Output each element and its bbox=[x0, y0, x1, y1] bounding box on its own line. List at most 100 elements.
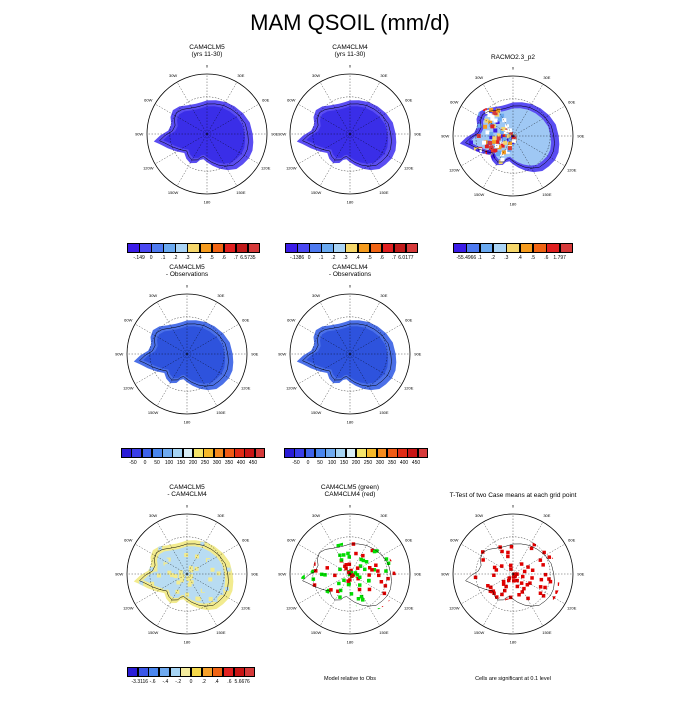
grid-cell bbox=[495, 120, 500, 124]
colorbar-swatch bbox=[366, 448, 378, 458]
grid-cell bbox=[347, 555, 351, 559]
grid-cell bbox=[326, 521, 330, 525]
grid-cell bbox=[501, 127, 506, 131]
colorbar-swatch bbox=[453, 243, 467, 253]
grid-cell bbox=[483, 600, 487, 604]
colorbar-swatch bbox=[233, 667, 245, 677]
colorbar-swatch bbox=[244, 448, 256, 458]
longitude-label: 180 bbox=[204, 199, 211, 204]
coastline bbox=[159, 103, 249, 167]
colorbar-label: 0 bbox=[149, 255, 153, 261]
grid-cell bbox=[149, 567, 154, 572]
meridian-line bbox=[186, 353, 240, 385]
grid-cell bbox=[180, 578, 184, 583]
colorbar: -3.3116 -.6 -.4 -.2 0 .2 .4 .6 5.6676 bbox=[127, 667, 256, 685]
grid-cell bbox=[492, 573, 496, 577]
grid-cell bbox=[492, 136, 497, 141]
map-content: 0 30E 60E 90E 120E 150E 180 150W 120W 90W 60W 30W bbox=[278, 504, 422, 645]
map-border-circle bbox=[126, 293, 248, 415]
grid-cell bbox=[358, 575, 362, 579]
grid-cell bbox=[521, 574, 525, 579]
grid-cell bbox=[507, 146, 512, 151]
meridian-line bbox=[512, 573, 566, 605]
grid-cell bbox=[216, 571, 221, 576]
meridian-line bbox=[154, 133, 208, 165]
grid-cell bbox=[297, 555, 302, 559]
grid-cell bbox=[502, 137, 507, 142]
colorbar-swatch bbox=[417, 448, 429, 458]
grid-cell bbox=[175, 589, 180, 594]
panel-title: RACMO2.3_p2 bbox=[438, 54, 588, 62]
longitude-label: 90W bbox=[441, 572, 449, 577]
grid-cell bbox=[489, 146, 494, 150]
grid-cell bbox=[359, 594, 364, 599]
grid-cell bbox=[388, 600, 393, 604]
grid-cell bbox=[151, 603, 156, 608]
grid-cell bbox=[483, 124, 488, 129]
grid-cell bbox=[467, 569, 471, 574]
grid-cell bbox=[486, 584, 490, 588]
grid-cell bbox=[566, 554, 570, 558]
grid-cell bbox=[329, 588, 333, 592]
grid-cell bbox=[477, 123, 482, 128]
colorbar-label: 50 bbox=[317, 460, 323, 466]
grid-cell bbox=[479, 160, 484, 165]
grid-cell bbox=[148, 602, 153, 607]
map-content: 0 30E 60E 90E 120E 150E 180 150W 120W 90W 60W 30W bbox=[278, 64, 422, 205]
grid-cell bbox=[502, 118, 507, 123]
grid-cell bbox=[397, 542, 401, 546]
meridian-line bbox=[186, 521, 218, 575]
grid-cell bbox=[232, 578, 234, 582]
meridian-line bbox=[206, 133, 260, 165]
grid-cell bbox=[493, 529, 497, 533]
grid-cell bbox=[500, 612, 504, 616]
grid-cell bbox=[501, 582, 506, 586]
grid-cell bbox=[543, 572, 548, 577]
colorbar-label: .6 bbox=[544, 255, 549, 261]
longitude-label: 30W bbox=[169, 73, 177, 78]
grid-cell bbox=[481, 550, 485, 554]
grid-cell bbox=[490, 124, 495, 129]
grid-cell bbox=[530, 576, 534, 580]
colorbar-label: -50 bbox=[292, 460, 300, 466]
polar-map: 0 30E 60E 90E 120E 150E 180 150W 120W 90W 60W 30W bbox=[135, 64, 279, 205]
longitude-label: 30E bbox=[380, 73, 387, 78]
longitude-label: 120E bbox=[404, 165, 414, 170]
grid-cell bbox=[393, 540, 397, 545]
longitude-label: 120W bbox=[286, 165, 297, 170]
meridian-line bbox=[460, 105, 514, 137]
meridian-line bbox=[297, 133, 351, 165]
grid-cell bbox=[485, 630, 489, 634]
panel-title: CAM4CLM5 (green) CAM4CLM4 (red) bbox=[275, 484, 425, 498]
longitude-label: 120E bbox=[567, 605, 577, 610]
polar-map: 0 30E 60E 90E 120E 150E 180 150W 120W 90W 60W 30W bbox=[115, 504, 259, 645]
grid-cell bbox=[349, 571, 353, 575]
grid-cell bbox=[361, 522, 365, 526]
grid-cell bbox=[496, 136, 501, 141]
longitude-label: 150E bbox=[379, 630, 389, 635]
grid-cell bbox=[502, 163, 507, 168]
grid-cell bbox=[367, 578, 371, 583]
colorbar-swatch bbox=[151, 243, 164, 253]
panel-title-line-2: (yrs 11-30) bbox=[191, 50, 223, 58]
longitude-label: 150E bbox=[236, 190, 246, 195]
colorbar-label: .1 bbox=[319, 255, 324, 261]
grid-cell bbox=[492, 591, 496, 595]
longitude-label: 150E bbox=[379, 190, 389, 195]
meridian-line bbox=[156, 573, 188, 627]
grid-cell bbox=[460, 111, 465, 116]
colorbar-label: .6 bbox=[221, 255, 226, 261]
colorbar: -55.4966.1 .2 .3 .4 .5 .6 1.797 bbox=[453, 243, 574, 261]
colorbar-swatch bbox=[314, 448, 326, 458]
grid-cell bbox=[384, 569, 388, 573]
grid-cell bbox=[490, 114, 495, 119]
colorbar-swatch bbox=[345, 448, 357, 458]
longitude-label: 30E bbox=[380, 293, 387, 298]
grid-cell bbox=[506, 134, 511, 139]
grid-cell bbox=[347, 562, 352, 566]
colorbar-swatch bbox=[297, 243, 310, 253]
grid-cell bbox=[320, 572, 324, 577]
grid-cell bbox=[470, 125, 475, 130]
grid-cell bbox=[312, 616, 316, 620]
map-content: 0 30E 60E 90E 120E 150E 180 150W 120W 90W 60W 30W bbox=[135, 64, 279, 205]
